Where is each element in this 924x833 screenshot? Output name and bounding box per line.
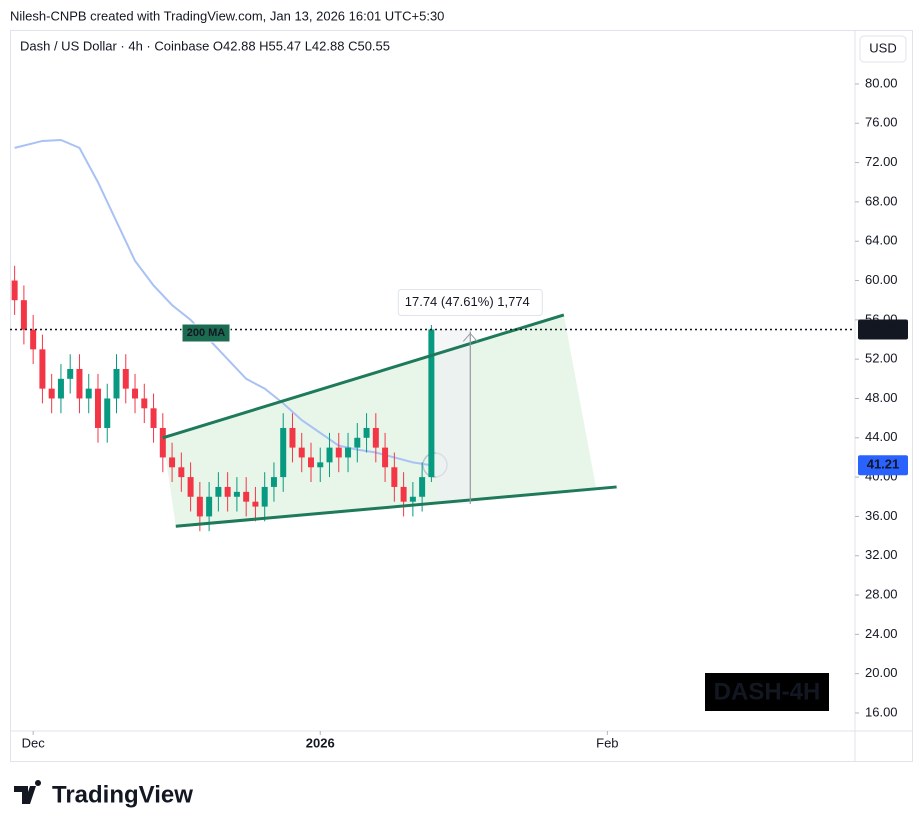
candle-body: [67, 368, 74, 379]
ma-value-label: 41.21: [867, 457, 900, 472]
measure-label-box: [397, 288, 543, 316]
candle-body: [428, 329, 435, 478]
candle-body: [317, 462, 324, 468]
x-tick-label: Feb: [596, 735, 618, 750]
candle-body: [354, 437, 361, 448]
candle-body: [141, 398, 148, 409]
last-price-label: 55.02: [867, 321, 900, 336]
candle-body: [224, 486, 231, 497]
ma-line: [14, 138, 432, 467]
currency: USD: [869, 40, 896, 55]
y-tick-label: 20.00: [865, 665, 898, 680]
brand: TradingView: [52, 781, 193, 808]
last-price-box: [858, 319, 908, 340]
badge: DASH-4H: [714, 678, 821, 705]
candle-body: [409, 496, 416, 502]
candle-body: [252, 501, 259, 507]
candle-body: [57, 378, 64, 399]
candle-body: [150, 408, 157, 428]
trendline: [162, 313, 565, 440]
logo: TradingView: [14, 779, 193, 808]
candle-body: [187, 477, 194, 497]
chart-frame: [10, 30, 913, 762]
channel-fill: [162, 314, 597, 527]
candle-body: [11, 280, 18, 301]
y-tick-label: 60.00: [865, 272, 898, 287]
x-tick-label: Dec: [22, 735, 46, 750]
y-tick-label: 44.00: [865, 429, 898, 444]
y-tick-label: 48.00: [865, 390, 898, 405]
candle-body: [391, 467, 398, 487]
measure-label: 17.74 (47.61%) 1,774: [405, 294, 530, 309]
y-tick-label: 68.00: [865, 193, 898, 208]
header: Nilesh-CNPB created with TradingView.com…: [10, 8, 444, 23]
y-tick-label: 64.00: [865, 233, 898, 248]
candle-body: [48, 388, 55, 399]
candle-body: [307, 457, 314, 468]
candle-body: [196, 496, 203, 517]
logo-mark: [14, 779, 42, 804]
candle-body: [113, 368, 120, 399]
candle-body: [20, 300, 27, 330]
candle-body: [345, 447, 352, 458]
candle-body: [132, 388, 139, 399]
candle-body: [233, 491, 240, 497]
candle-body: [76, 368, 83, 399]
y-tick-label: 16.00: [865, 704, 898, 719]
measure-arrowhead: [462, 332, 478, 342]
symbol-legend: Dash / US Dollar · 4h · Coinbase O42.88 …: [20, 38, 390, 53]
candle-body: [363, 427, 370, 438]
y-tick-label: 80.00: [865, 75, 898, 90]
candle-body: [169, 457, 176, 468]
candle-body: [122, 368, 129, 389]
trendline: [175, 485, 617, 528]
y-tick-label: 28.00: [865, 586, 898, 601]
candle-body: [30, 329, 37, 350]
candle-body: [326, 447, 333, 463]
candle-body: [104, 398, 111, 428]
x-tick-label: 2026: [306, 735, 335, 750]
badge-box: [705, 673, 829, 711]
ma-name: 200 MA: [187, 327, 226, 339]
candle-body: [261, 486, 268, 507]
y-tick-label: 24.00: [865, 626, 898, 641]
candle-body: [206, 496, 213, 517]
plot: 16.0020.0024.0028.0032.0036.0040.0044.00…: [10, 75, 908, 750]
candle-body: [178, 467, 185, 478]
candle-body: [39, 349, 46, 389]
ma-value-box: [858, 455, 908, 476]
candle-body: [85, 388, 92, 399]
candle-body: [298, 447, 305, 458]
measure-band: [436, 329, 471, 504]
candle-body: [382, 447, 389, 468]
candle-body: [280, 427, 287, 478]
candle-body: [400, 486, 407, 502]
candle-body: [335, 447, 342, 458]
candle-body: [419, 477, 426, 497]
candle-body: [215, 486, 222, 497]
candle-body: [159, 427, 166, 458]
candle-body: [94, 388, 101, 428]
candle-body: [270, 477, 277, 487]
candle-body: [372, 427, 379, 448]
candle-body: [289, 427, 296, 448]
candle-body: [243, 491, 250, 502]
y-tick-label: 32.00: [865, 547, 898, 562]
y-tick-label: 52.00: [865, 351, 898, 366]
y-tick-label: 36.00: [865, 508, 898, 523]
y-tick-label: 72.00: [865, 154, 898, 169]
ma-name-box: [181, 323, 231, 343]
currency-button[interactable]: [859, 35, 907, 63]
y-tick-label: 76.00: [865, 115, 898, 130]
